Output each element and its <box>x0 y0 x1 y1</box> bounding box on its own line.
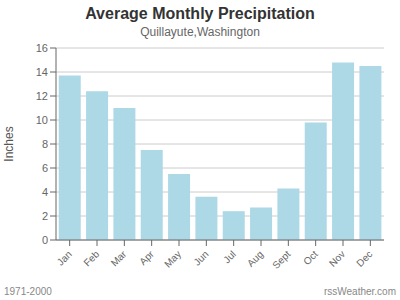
svg-text:Jun: Jun <box>191 248 210 267</box>
svg-text:Apr: Apr <box>137 248 156 267</box>
svg-text:Nov: Nov <box>327 248 347 268</box>
svg-text:Mar: Mar <box>109 248 129 268</box>
svg-text:2: 2 <box>42 210 48 222</box>
svg-text:Aug: Aug <box>245 248 265 268</box>
svg-text:8: 8 <box>42 138 48 150</box>
svg-text:12: 12 <box>36 90 48 102</box>
svg-text:10: 10 <box>36 114 48 126</box>
html-text:1971-2000: 1971-2000 <box>4 286 52 297</box>
svg-text:16: 16 <box>36 42 48 54</box>
svg-text:Sept: Sept <box>270 248 292 270</box>
html-text:Quillayute,Washington: Quillayute,Washington <box>140 25 260 39</box>
svg-text:Oct: Oct <box>301 248 320 267</box>
svg-text:Inches: Inches <box>8 126 16 161</box>
svg-text:Jan: Jan <box>55 248 74 267</box>
svg-text:Feb: Feb <box>81 248 101 268</box>
svg-text:0: 0 <box>42 234 48 246</box>
svg-text:Jul: Jul <box>221 248 238 265</box>
html-text:Average Monthly Precipitation: Average Monthly Precipitation <box>85 5 315 22</box>
svg-text:4: 4 <box>42 186 48 198</box>
svg-text:6: 6 <box>42 162 48 174</box>
svg-text:14: 14 <box>36 66 48 78</box>
html-text:rssWeather.com: rssWeather.com <box>323 286 396 297</box>
svg-text:May: May <box>162 248 183 269</box>
svg-text:Dec: Dec <box>354 248 374 268</box>
